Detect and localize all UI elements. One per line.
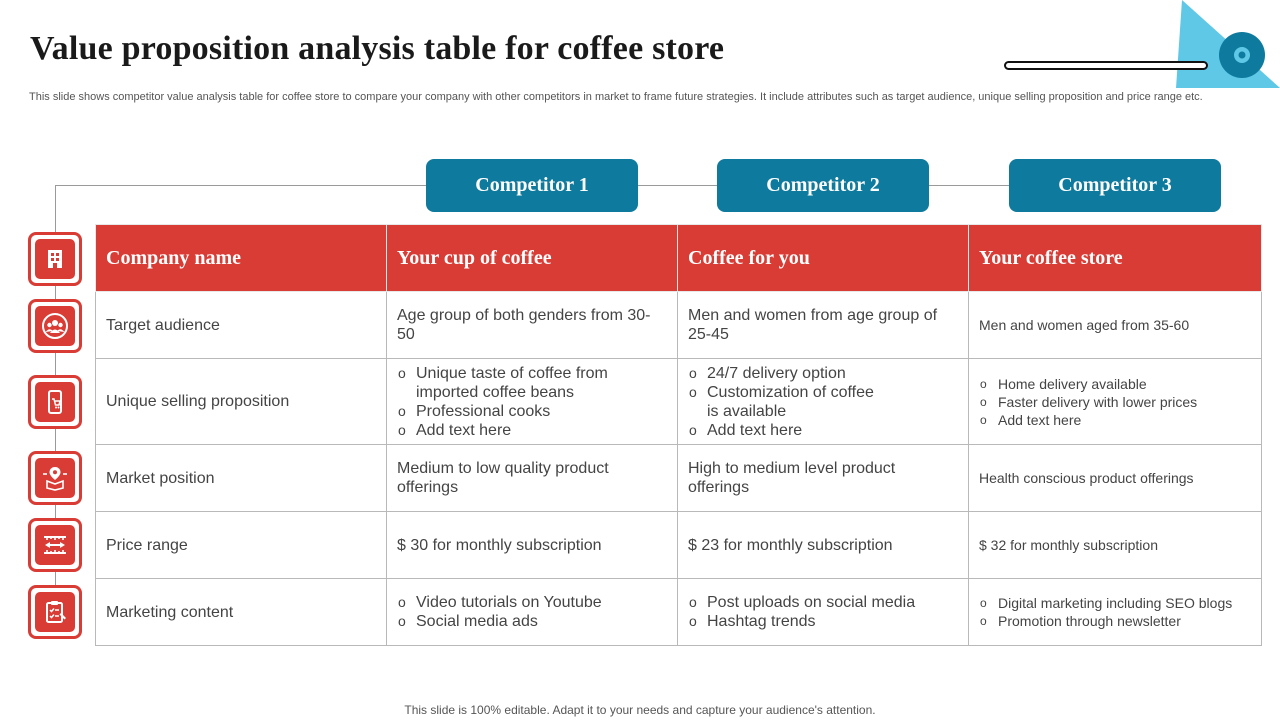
bullet-list: Post uploads on social media Hashtag tre… <box>688 593 958 631</box>
table-cell: Post uploads on social media Hashtag tre… <box>677 578 969 646</box>
list-item: Unique taste of coffee from imported cof… <box>397 364 667 402</box>
table-cell: Home delivery available Faster delivery … <box>968 358 1262 445</box>
clipboard-icon-box <box>28 585 82 639</box>
pill-line-shape <box>1004 61 1208 70</box>
table-row-target-audience: Target audience Age group of both gender… <box>95 291 1262 359</box>
table-cell: Medium to low quality product offerings <box>386 444 678 512</box>
competitor-3-box: Competitor 3 <box>1009 159 1221 212</box>
bullet-list: Unique taste of coffee from imported cof… <box>397 364 667 440</box>
building-icon <box>48 250 62 268</box>
table-cell: High to medium level product offerings <box>677 444 969 512</box>
list-item: Promotion through newsletter <box>979 612 1251 630</box>
list-item: Add text here <box>979 411 1251 429</box>
list-item: Digital marketing including SEO blogs <box>979 594 1251 612</box>
bullet-list: Digital marketing including SEO blogs Pr… <box>979 594 1251 630</box>
clipboard-checklist-icon <box>46 601 66 623</box>
value-proposition-table: Company name Your cup of coffee Coffee f… <box>95 224 1262 646</box>
table-header-row: Company name Your cup of coffee Coffee f… <box>95 224 1262 292</box>
building-icon-box <box>28 232 82 286</box>
table-cell: Age group of both genders from 30-50 <box>386 291 678 359</box>
page-subtitle: This slide shows competitor value analys… <box>29 91 1203 103</box>
map-pin-box-icon <box>43 467 67 491</box>
header-company-1-cell: Your cup of coffee <box>386 224 678 292</box>
mobile-icon-box <box>28 375 82 429</box>
list-item: Social media ads <box>397 612 667 631</box>
decorative-shapes <box>1004 0 1280 88</box>
bullet-list: 24/7 delivery option Customization of co… <box>688 364 958 440</box>
list-item: Add text here <box>397 421 667 440</box>
list-item: Hashtag trends <box>688 612 958 631</box>
page-title: Value proposition analysis table for cof… <box>30 30 725 67</box>
bullet-list: Home delivery available Faster delivery … <box>979 375 1251 429</box>
row-label-cell: Target audience <box>95 291 387 359</box>
table-cell: Men and women from age group of 25-45 <box>677 291 969 359</box>
table-cell: Video tutorials on Youtube Social media … <box>386 578 678 646</box>
table-cell: $ 32 for monthly subscription <box>968 511 1262 579</box>
bullet-list: Video tutorials on Youtube Social media … <box>397 593 667 631</box>
list-item: Post uploads on social media <box>688 593 958 612</box>
list-item: Professional cooks <box>397 402 667 421</box>
table-cell: Unique taste of coffee from imported cof… <box>386 358 678 445</box>
table-cell: Men and women aged from 35-60 <box>968 291 1262 359</box>
people-group-icon <box>42 313 68 339</box>
table-cell: 24/7 delivery option Customization of co… <box>677 358 969 445</box>
list-item: 24/7 delivery option <box>688 364 958 383</box>
header-company-2-cell: Coffee for you <box>677 224 969 292</box>
footer-note: This slide is 100% editable. Adapt it to… <box>404 703 876 717</box>
competitor-1-box: Competitor 1 <box>426 159 638 212</box>
mobile-shopping-icon <box>48 390 62 414</box>
list-item: Home delivery available <box>979 375 1251 393</box>
row-label-cell: Market position <box>95 444 387 512</box>
table-row-marketing-content: Marketing content Video tutorials on You… <box>95 578 1262 646</box>
price-ruler-icon <box>44 536 66 554</box>
table-cell: $ 30 for monthly subscription <box>386 511 678 579</box>
row-label-cell: Marketing content <box>95 578 387 646</box>
header-company-3-cell: Your coffee store <box>968 224 1262 292</box>
table-cell: Health conscious product offerings <box>968 444 1262 512</box>
table-row-price-range: Price range $ 30 for monthly subscriptio… <box>95 511 1262 579</box>
list-item: Video tutorials on Youtube <box>397 593 667 612</box>
header-label-cell: Company name <box>95 224 387 292</box>
row-label-cell: Price range <box>95 511 387 579</box>
table-row-market-position: Market position Medium to low quality pr… <box>95 444 1262 512</box>
price-icon-box <box>28 518 82 572</box>
list-item: Customization of coffee is available <box>688 383 958 421</box>
table-row-usp: Unique selling proposition Unique taste … <box>95 358 1262 445</box>
people-icon-box <box>28 299 82 353</box>
map-icon-box <box>28 451 82 505</box>
list-item: Faster delivery with lower prices <box>979 393 1251 411</box>
row-label-cell: Unique selling proposition <box>95 358 387 445</box>
table-cell: Digital marketing including SEO blogs Pr… <box>968 578 1262 646</box>
competitor-2-box: Competitor 2 <box>717 159 929 212</box>
table-cell: $ 23 for monthly subscription <box>677 511 969 579</box>
list-item: Add text here <box>688 421 958 440</box>
